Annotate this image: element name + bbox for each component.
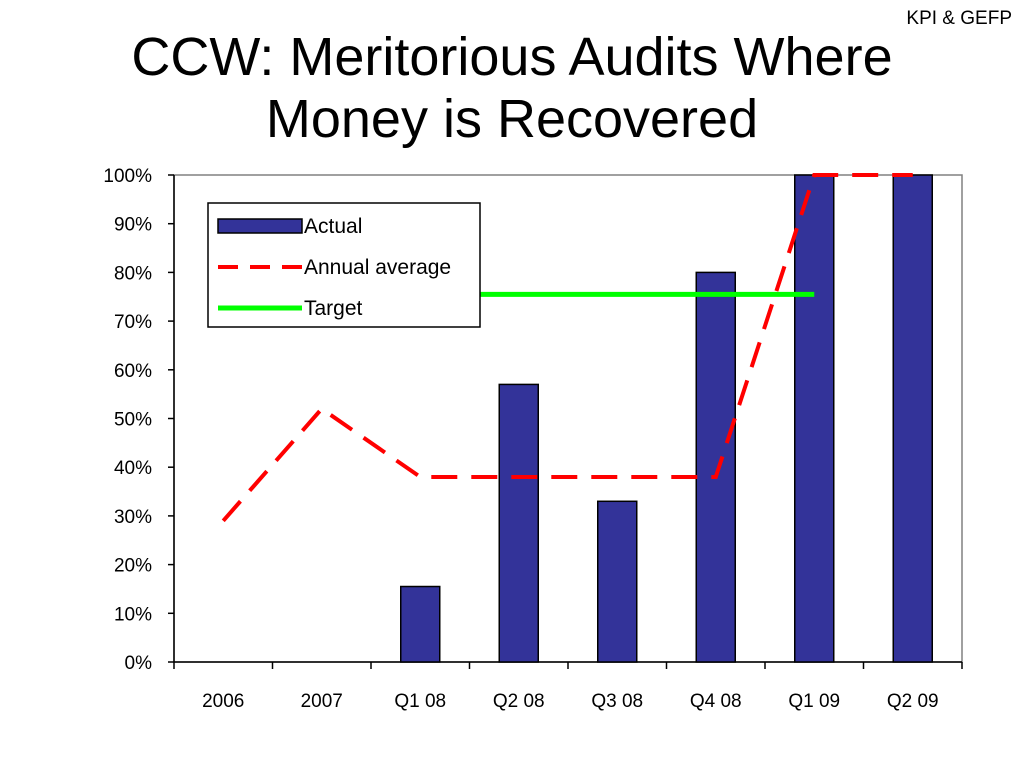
y-tick-label: 100% [103, 166, 152, 187]
bar [695, 271, 736, 663]
y-tick-label: 20% [114, 556, 152, 577]
y-tick-label: 10% [114, 604, 152, 625]
corner-tag: KPI & GEFP [906, 8, 1012, 29]
title-line-2: Money is Recovered [265, 89, 759, 149]
legend-swatch-actual [217, 218, 303, 234]
y-tick-label: 60% [114, 361, 152, 382]
y-tick-label: 70% [114, 312, 152, 333]
y-tick-label: 90% [114, 215, 152, 236]
y-tick-label: 40% [114, 458, 152, 479]
x-tick-label: 2006 [202, 691, 244, 712]
series-line-annual-average [221, 173, 913, 523]
x-tick-label: Q3 08 [591, 691, 643, 712]
y-tick-label: 80% [114, 263, 152, 284]
title-line-1: CCW: Meritorious Audits Where [131, 27, 893, 87]
page-title: CCW: Meritorious Audits Where Money is R… [0, 26, 1024, 150]
x-tick-label: Q4 08 [690, 691, 742, 712]
legend-label: Actual [304, 215, 362, 238]
legend: Actual Annual average Target [207, 202, 481, 328]
x-tick-label: Q1 08 [394, 691, 446, 712]
legend-label: Target [304, 297, 363, 320]
y-tick-label: 0% [125, 653, 153, 674]
bar [400, 585, 441, 663]
x-tick-label: Q2 08 [493, 691, 545, 712]
bar [892, 174, 933, 663]
bar [794, 174, 835, 663]
bar [498, 383, 539, 663]
y-tick-label: 50% [114, 410, 152, 431]
legend-label: Annual average [304, 256, 451, 279]
plot-area: 0% 10% 20% 30% 40% 50% 60% 70% 80% 90% 100% 2006 200… [103, 166, 963, 712]
y-tick-label: 30% [114, 507, 152, 528]
x-tick-label: Q1 09 [788, 691, 840, 712]
bar [597, 500, 638, 663]
x-tick-label: Q2 09 [887, 691, 939, 712]
x-tick-label: 2007 [301, 691, 343, 712]
